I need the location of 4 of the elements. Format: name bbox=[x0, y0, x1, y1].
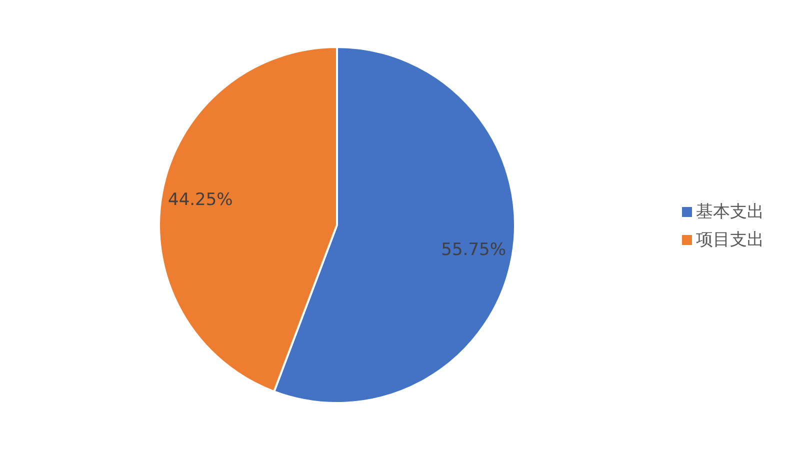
data-label: 44.25% bbox=[168, 190, 233, 210]
data-label: 55.75% bbox=[441, 240, 506, 260]
legend-label: 基本支出 bbox=[696, 202, 764, 222]
legend-label: 项目支出 bbox=[696, 230, 764, 250]
